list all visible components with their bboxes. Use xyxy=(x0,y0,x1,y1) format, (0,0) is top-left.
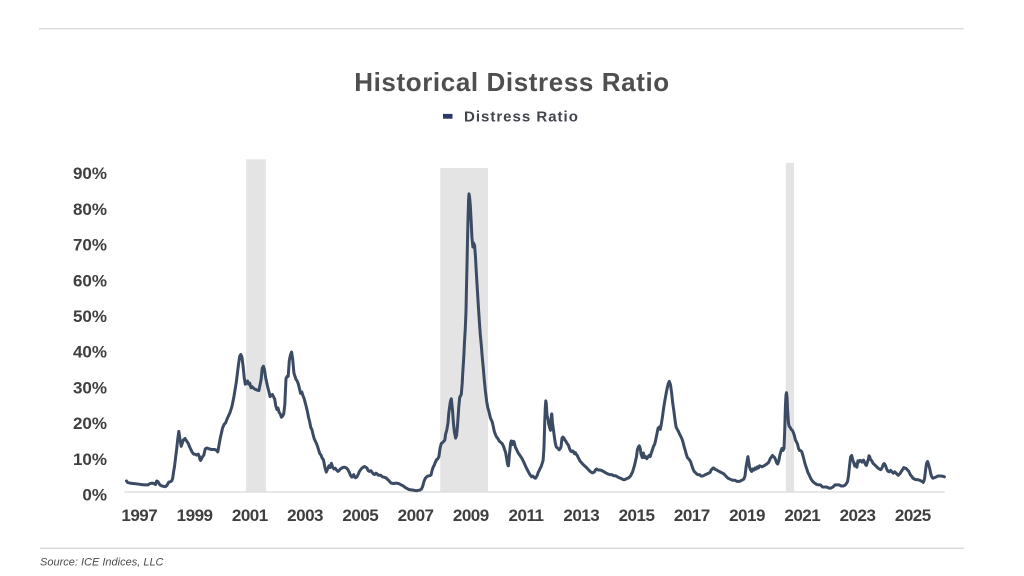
svg-text:2007: 2007 xyxy=(398,506,434,525)
svg-text:20%: 20% xyxy=(73,414,107,433)
svg-text:60%: 60% xyxy=(73,271,107,290)
svg-text:2011: 2011 xyxy=(509,506,544,525)
svg-text:2015: 2015 xyxy=(619,506,655,525)
svg-text:2001: 2001 xyxy=(232,506,268,525)
svg-text:2019: 2019 xyxy=(729,506,765,525)
svg-text:2005: 2005 xyxy=(342,506,378,525)
svg-text:2021: 2021 xyxy=(784,506,820,525)
svg-text:90%: 90% xyxy=(73,164,107,183)
svg-text:70%: 70% xyxy=(73,236,107,255)
svg-text:2023: 2023 xyxy=(840,506,876,525)
svg-text:2017: 2017 xyxy=(674,506,710,525)
svg-text:0%: 0% xyxy=(82,486,107,505)
svg-text:2013: 2013 xyxy=(563,506,599,525)
svg-text:80%: 80% xyxy=(73,200,107,219)
svg-text:Distress Ratio: Distress Ratio xyxy=(464,109,579,126)
svg-text:2025: 2025 xyxy=(895,506,931,525)
svg-text:2003: 2003 xyxy=(287,506,323,525)
svg-text:2009: 2009 xyxy=(453,506,489,525)
svg-text:50%: 50% xyxy=(73,307,107,326)
svg-text:10%: 10% xyxy=(73,450,107,469)
svg-text:40%: 40% xyxy=(73,343,107,362)
svg-text:1999: 1999 xyxy=(177,506,213,525)
svg-text:30%: 30% xyxy=(73,379,107,398)
svg-text:Source: ICE Indices, LLC: Source: ICE Indices, LLC xyxy=(40,556,164,568)
svg-text:Historical Distress Ratio: Historical Distress Ratio xyxy=(354,67,670,97)
svg-text:1997: 1997 xyxy=(121,506,157,525)
